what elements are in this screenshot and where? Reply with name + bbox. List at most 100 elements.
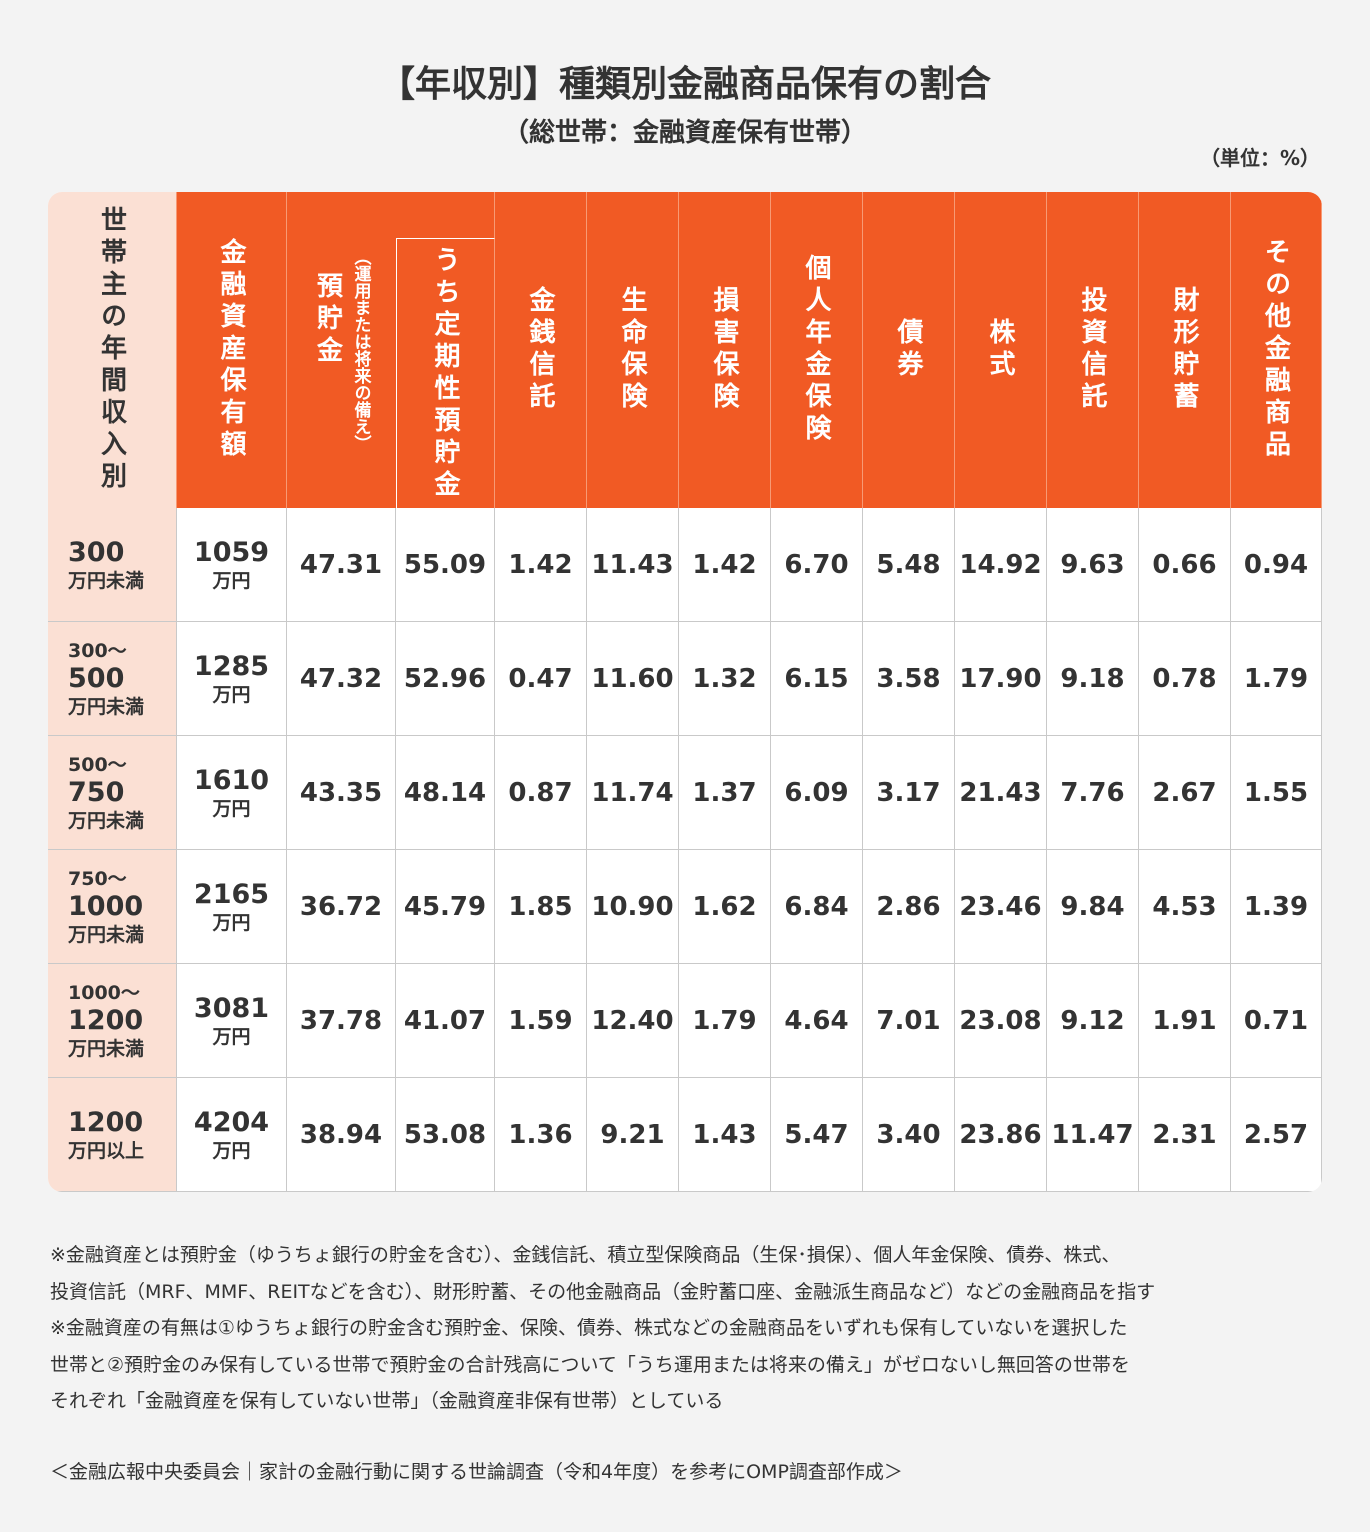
value-cell: 41.07 — [396, 964, 495, 1078]
value-cell: 5.48 — [863, 508, 955, 622]
header-cell: 金銭信託 — [495, 192, 587, 508]
income-line: 1200 — [68, 1106, 144, 1138]
value-cell: 1.39 — [1231, 850, 1322, 964]
header-cell: 世帯主の年間収入別 — [48, 192, 177, 508]
note-line: それぞれ「金融資産を保有していない世帯」（金融資産非保有世帯）としている — [50, 1390, 724, 1412]
income-line: 1000～ — [68, 981, 140, 1004]
header-cell: 株式 — [955, 192, 1047, 508]
value-cell: 7.01 — [863, 964, 955, 1078]
value-cell: 1.85 — [495, 850, 587, 964]
value-cell: 6.09 — [771, 736, 863, 850]
value-cell: 17.90 — [955, 622, 1047, 736]
income-line: 300～ — [68, 639, 127, 662]
value-cell: 0.94 — [1231, 508, 1322, 622]
value-cell: 1.43 — [679, 1078, 771, 1192]
value-cell: 0.71 — [1231, 964, 1322, 1078]
value-cell: 1.42 — [495, 508, 587, 622]
header-text: 財形貯蓄 — [1169, 286, 1199, 414]
subtitle: （総世帯：金融資産保有世帯） — [502, 118, 867, 148]
value-cell: 3.40 — [863, 1078, 955, 1192]
value-cell: 21.43 — [955, 736, 1047, 850]
income-line: 万円以上 — [68, 1139, 145, 1162]
value-cell: 0.66 — [1139, 508, 1231, 622]
value-cell: 12.40 — [587, 964, 679, 1078]
asset-unit: 万円 — [212, 911, 251, 934]
value-cell: 3.17 — [863, 736, 955, 850]
value-cell: 1.42 — [679, 508, 771, 622]
value-cell: 7.76 — [1047, 736, 1139, 850]
row-label: 1000～ 1200 万円未満 — [48, 964, 177, 1078]
note-line: ※金融資産とは預貯金（ゆうちょ銀行の貯金を含む）、金銭信託、積立型保険商品（生保… — [50, 1244, 1121, 1266]
asset-amount: 1610 — [193, 764, 270, 796]
value-cell: 6.84 — [771, 850, 863, 964]
header-cell: 債券 — [863, 192, 955, 508]
income-line: 万円未満 — [68, 1037, 145, 1060]
income-line: 万円未満 — [68, 569, 145, 592]
header-cell: 生命保険 — [587, 192, 679, 508]
value-cell: 1.79 — [1231, 622, 1322, 736]
asset-unit: 万円 — [212, 569, 251, 592]
value-cell: 0.47 — [495, 622, 587, 736]
value-cell: 11.47 — [1047, 1078, 1139, 1192]
income-line: 300 — [68, 536, 125, 568]
value-cell: 9.84 — [1047, 850, 1139, 964]
income-line: 750～ — [68, 867, 127, 890]
value-cell: 1.32 — [679, 622, 771, 736]
value-cell: 9.12 — [1047, 964, 1139, 1078]
value-cell: 23.46 — [955, 850, 1047, 964]
header-text: 債券 — [893, 318, 923, 382]
value-cell: 11.74 — [587, 736, 679, 850]
income-line: 1200 — [68, 1004, 144, 1036]
note-line: 世帯と②預貯金のみ保有している世帯で預貯金の合計残高について「うち運用または将来… — [50, 1353, 1130, 1376]
value-cell: 6.15 — [771, 622, 863, 736]
income-line: 万円未満 — [68, 695, 145, 718]
header-text: 金銭信託 — [525, 286, 555, 414]
value-cell: 2.57 — [1231, 1078, 1322, 1192]
value-cell: 1.79 — [679, 964, 771, 1078]
asset-amount: 4204 — [193, 1106, 270, 1138]
value-cell: 1.91 — [1139, 964, 1231, 1078]
value-cell: 53.08 — [396, 1078, 495, 1192]
value-cell: 55.09 — [396, 508, 495, 622]
asset-amount: 1059 — [193, 536, 270, 568]
header-text: 株式 — [985, 318, 1015, 382]
asset-amount: 3081 — [193, 992, 270, 1024]
value-cell: 10.90 — [587, 850, 679, 964]
income-line: 万円未満 — [68, 923, 145, 946]
header-text: 預貯金 — [312, 272, 343, 368]
note-line: ※金融資産の有無は①ゆうちょ銀行の貯金含む預貯金、保険、債券、株式などの金融商品… — [50, 1317, 1128, 1339]
title: 【年収別】種類別金融商品保有の割合 — [378, 64, 991, 105]
value-cell: 1.59 — [495, 964, 587, 1078]
value-cell: 47.32 — [287, 622, 396, 736]
asset-cell: 1059 万円 — [177, 508, 287, 622]
value-cell: 36.72 — [287, 850, 396, 964]
value-cell: 1.37 — [679, 736, 771, 850]
asset-amount: 2165 — [193, 878, 270, 910]
asset-cell: 1285 万円 — [177, 622, 287, 736]
header-cell: 損害保険 — [679, 192, 771, 508]
value-cell: 3.58 — [863, 622, 955, 736]
asset-cell: 4204 万円 — [177, 1078, 287, 1192]
asset-cell: 1610 万円 — [177, 736, 287, 850]
header-cell: 個人年金保険 — [771, 192, 863, 508]
income-line: 1000 — [68, 890, 144, 922]
income-line: 500 — [68, 662, 125, 694]
asset-cell: 3081 万円 — [177, 964, 287, 1078]
value-cell: 23.86 — [955, 1078, 1047, 1192]
table: 世帯主の年間収入別 金融資産保有額 （運用または将来の備え） 預貯金 うち定期性預貯金 金… — [48, 192, 1322, 1192]
header-text: 生命保険 — [617, 286, 647, 414]
value-cell: 0.87 — [495, 736, 587, 850]
asset-unit: 万円 — [212, 1139, 251, 1162]
value-cell: 43.35 — [287, 736, 396, 850]
header-text: 投資信託 — [1077, 286, 1107, 414]
row-label: 300～ 500 万円未満 — [48, 622, 177, 736]
header-text: 損害保険 — [709, 286, 739, 414]
value-cell: 2.86 — [863, 850, 955, 964]
header-text: 金融資産保有額 — [216, 238, 246, 462]
value-cell: 38.94 — [287, 1078, 396, 1192]
value-cell: 45.79 — [396, 850, 495, 964]
header-text: 個人年金保険 — [801, 254, 831, 446]
header-cell: 財形貯蓄 — [1139, 192, 1231, 508]
value-cell: 47.31 — [287, 508, 396, 622]
